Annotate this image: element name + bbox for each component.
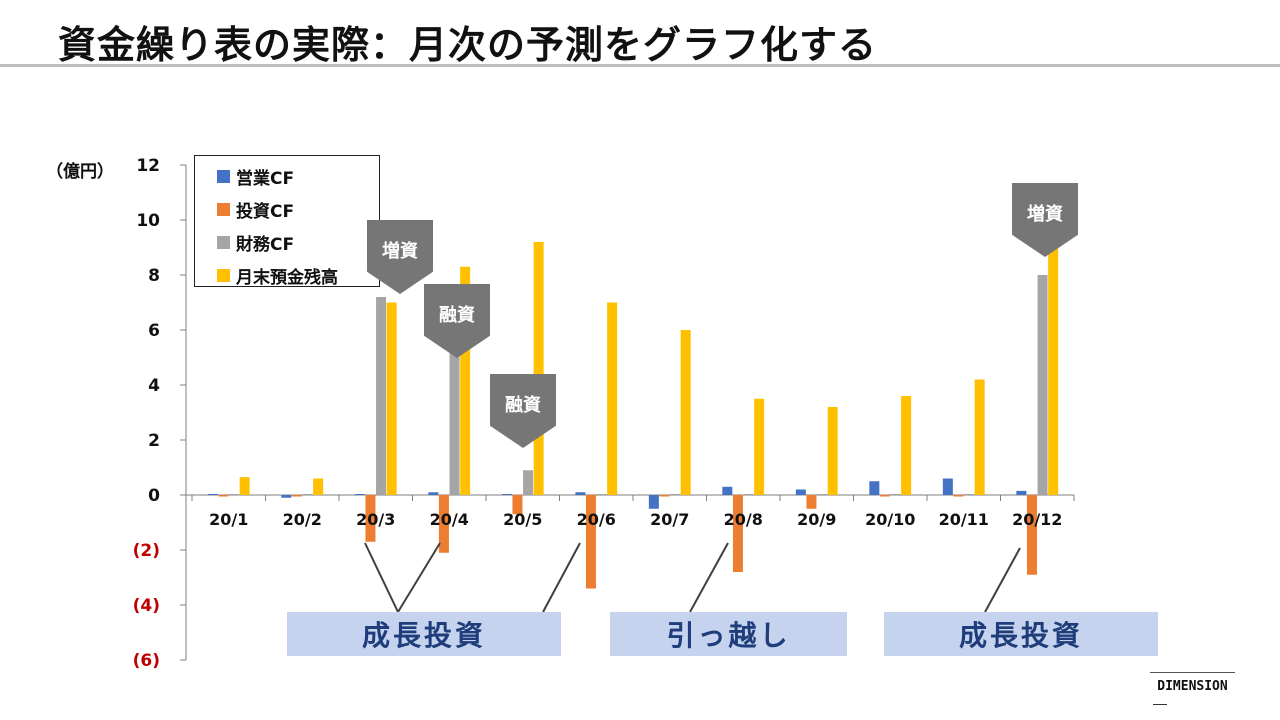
- bar-toshi: [512, 495, 523, 515]
- band-growth-investment-2: 成長投資: [884, 612, 1158, 656]
- bar-zaimu: [302, 494, 313, 495]
- x-tick-label: 20/11: [939, 510, 989, 529]
- y-tick-label: 10: [136, 211, 160, 231]
- bar-zandaka: [974, 379, 985, 495]
- title-divider: [0, 64, 1280, 67]
- legend-swatch-zaimu: [217, 236, 230, 249]
- bar-zandaka: [460, 266, 471, 495]
- legend-item-eigyo: 営業CF: [195, 160, 379, 193]
- bar-zaimu: [743, 494, 754, 495]
- bar-toshi: [953, 495, 964, 497]
- y-tick-label: 12: [136, 156, 160, 176]
- band-office-move: 引っ越し: [610, 612, 847, 656]
- y-tick-label: (6): [133, 651, 160, 671]
- bar-toshi: [291, 495, 302, 497]
- bar-toshi: [365, 495, 376, 542]
- bar-eigyo: [869, 481, 880, 495]
- bar-zandaka: [239, 477, 250, 495]
- bar-zaimu: [596, 494, 607, 495]
- bar-zandaka: [386, 302, 397, 495]
- bar-eigyo: [1016, 490, 1027, 495]
- x-tick-label: 20/12: [1012, 510, 1062, 529]
- y-axis-unit-label: （億円）: [46, 162, 114, 182]
- bar-zaimu: [670, 494, 681, 495]
- bar-zandaka: [607, 302, 618, 495]
- y-tick-label: 0: [148, 486, 160, 506]
- bar-zandaka: [901, 396, 912, 495]
- bar-eigyo: [501, 494, 512, 495]
- bar-zaimu: [964, 494, 975, 495]
- legend-swatch-zandaka: [217, 269, 230, 282]
- annotation-pointer-line: [364, 542, 399, 613]
- y-tick-label: (2): [133, 541, 160, 561]
- bar-toshi: [438, 495, 449, 553]
- bar-zaimu: [890, 494, 901, 495]
- bar-eigyo: [648, 495, 659, 509]
- x-tick-label: 20/9: [797, 510, 836, 529]
- bar-zandaka: [680, 330, 691, 495]
- legend-swatch-eigyo: [217, 170, 230, 183]
- bar-eigyo: [354, 494, 365, 495]
- y-tick-label: 6: [148, 321, 160, 341]
- bar-eigyo: [428, 492, 439, 495]
- page-title: 資金繰り表の実際：月次の予測をグラフ化する: [58, 23, 878, 67]
- legend-label-eigyo: 営業CF: [236, 169, 295, 189]
- company-logo: DIMENSION: [1150, 672, 1235, 694]
- bar-zaimu: [1037, 275, 1048, 495]
- y-tick-label: 8: [148, 266, 160, 286]
- y-tick-label: 4: [148, 376, 160, 396]
- bar-zaimu: [376, 297, 387, 495]
- bar-eigyo: [942, 478, 953, 495]
- bar-eigyo: [575, 492, 586, 495]
- bar-eigyo: [722, 486, 733, 495]
- x-tick-label: 20/8: [724, 510, 763, 529]
- legend-label-zandaka: 月末預金残高: [236, 268, 338, 288]
- legend-label-zaimu: 財務CF: [236, 235, 295, 255]
- legend-swatch-toshi: [217, 203, 230, 216]
- x-tick-label: 20/6: [577, 510, 616, 529]
- legend-item-toshi: 投資CF: [195, 193, 379, 226]
- annotation-pointer-line: [689, 542, 729, 613]
- x-tick-label: 20/10: [865, 510, 915, 529]
- y-tick-label: 2: [148, 431, 160, 451]
- annotation-pointer-line: [542, 542, 581, 613]
- x-tick-label: 20/4: [430, 510, 469, 529]
- bar-eigyo: [795, 489, 806, 495]
- legend-label-toshi: 投資CF: [236, 202, 295, 222]
- bar-zaimu: [449, 330, 460, 495]
- bar-toshi: [732, 495, 743, 572]
- x-tick-label: 20/5: [503, 510, 542, 529]
- annotation-pointer-line: [397, 542, 441, 613]
- x-tick-label: 20/2: [283, 510, 322, 529]
- bar-zaimu: [523, 470, 534, 495]
- bar-toshi: [879, 495, 890, 497]
- logo-underline: [1153, 704, 1167, 705]
- bar-zandaka: [754, 398, 765, 495]
- bar-zandaka: [827, 407, 838, 495]
- bar-toshi: [1026, 495, 1037, 575]
- bar-toshi: [806, 495, 817, 509]
- bar-eigyo: [281, 495, 292, 498]
- bar-zandaka: [313, 478, 324, 495]
- x-tick-label: 20/3: [356, 510, 395, 529]
- x-tick-label: 20/1: [209, 510, 248, 529]
- legend-item-zaimu: 財務CF: [195, 226, 379, 259]
- bar-zandaka: [1048, 239, 1059, 495]
- y-tick-label: (4): [133, 596, 160, 616]
- bar-zaimu: [817, 494, 828, 495]
- bar-toshi: [585, 495, 596, 589]
- legend-item-zandaka: 月末預金残高: [195, 259, 379, 292]
- annotation-pointer-line: [984, 547, 1021, 613]
- band-growth-investment-1: 成長投資: [287, 612, 561, 656]
- bar-zaimu: [229, 494, 240, 495]
- bar-zandaka: [533, 242, 544, 495]
- bar-eigyo: [207, 494, 218, 495]
- chart-legend: 営業CF 投資CF 財務CF 月末預金残高: [194, 155, 380, 288]
- bar-toshi: [218, 495, 229, 497]
- x-tick-label: 20/7: [650, 510, 689, 529]
- bar-toshi: [659, 495, 670, 497]
